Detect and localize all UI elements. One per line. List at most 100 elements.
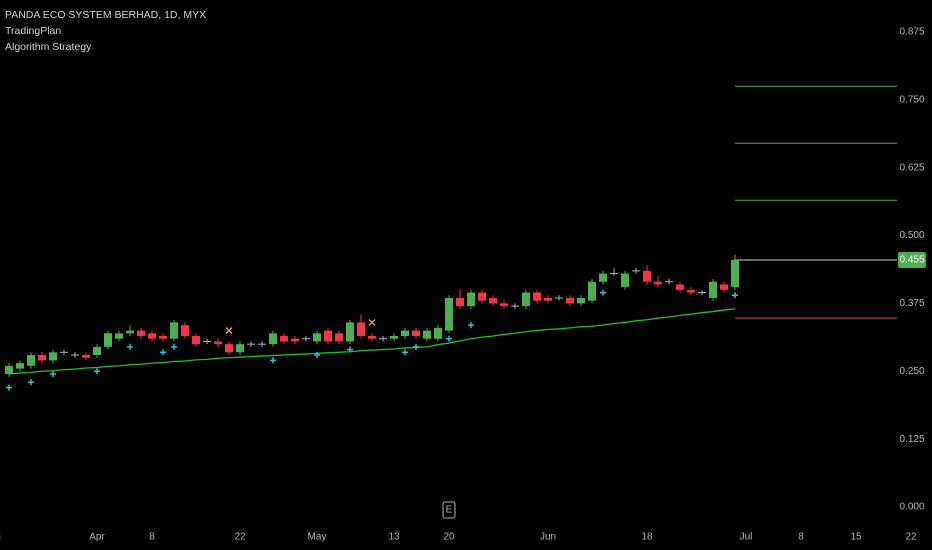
- candle-body: [159, 336, 167, 339]
- candle-body: [544, 298, 552, 301]
- y-tick-label: 0.125: [899, 434, 924, 445]
- candle-body: [236, 344, 244, 353]
- candle-body: [335, 333, 343, 342]
- candle-body: [500, 303, 508, 307]
- y-tick-label: 0.000: [899, 502, 924, 513]
- candle-body: [192, 336, 200, 345]
- candle-body: [82, 355, 90, 358]
- candle-body: [709, 281, 717, 298]
- candle-body: [225, 344, 233, 353]
- x-tick-label: 8: [0, 532, 1, 543]
- candle-body: [324, 330, 332, 342]
- x-tick-label: 20: [443, 532, 455, 543]
- candle-body: [621, 273, 629, 288]
- candle-body: [654, 281, 662, 285]
- candle-body: [731, 260, 739, 288]
- candle-body: [643, 270, 651, 282]
- indicator-name: Algorithm Strategy: [5, 41, 92, 53]
- candle-body: [401, 330, 409, 336]
- chart-title: PANDA ECO SYSTEM BERHAD, 1D, MYX: [5, 9, 206, 21]
- candle-body: [423, 330, 431, 339]
- event-label[interactable]: E: [446, 505, 453, 516]
- candle-body: [126, 330, 134, 334]
- candle-body: [599, 273, 607, 282]
- x-tick-label: 15: [850, 532, 862, 543]
- candle-body: [181, 325, 189, 336]
- candle-body: [313, 333, 321, 342]
- candle-body: [478, 292, 486, 301]
- buy-signal: [270, 357, 276, 364]
- x-tick-label: 8: [798, 532, 804, 543]
- candle-body: [445, 298, 453, 331]
- candle-body: [720, 284, 728, 290]
- candle-body: [291, 338, 299, 342]
- buy-signal: [314, 352, 320, 358]
- candle-body: [93, 346, 101, 355]
- candle-body: [522, 292, 530, 307]
- candle-body: [104, 333, 112, 347]
- buy-signal: [732, 292, 738, 299]
- buy-signal: [50, 371, 56, 377]
- buy-signal: [127, 343, 133, 350]
- x-tick-label: Jul: [740, 532, 753, 543]
- candle-body: [687, 289, 695, 293]
- buy-signal: [468, 322, 474, 329]
- candle-body: [148, 333, 156, 339]
- x-tick-label: 18: [641, 532, 653, 543]
- x-tick-label: 8: [149, 532, 155, 543]
- y-tick-label: 0.250: [899, 366, 924, 377]
- x-tick-label: 22: [905, 532, 917, 543]
- candle-body: [467, 292, 475, 307]
- candle-body: [489, 298, 497, 304]
- y-tick-label: 0.500: [899, 230, 924, 241]
- y-tick-label: 0.375: [899, 298, 924, 309]
- candle-body: [588, 281, 596, 301]
- buy-signal: [160, 349, 166, 356]
- candle-body: [214, 341, 222, 345]
- x-tick-label: May: [308, 532, 327, 543]
- buy-signal: [446, 335, 452, 342]
- x-tick-label: 22: [234, 532, 246, 543]
- buy-signal: [6, 384, 12, 391]
- candle-body: [115, 333, 123, 339]
- x-tick-label: 13: [388, 532, 400, 543]
- candle-body: [38, 355, 46, 361]
- candle-body: [566, 298, 574, 304]
- candle-body: [456, 298, 464, 307]
- candle-body: [434, 327, 442, 339]
- candle-body: [269, 333, 277, 345]
- exit-signal: [225, 327, 233, 335]
- candle-body: [412, 330, 420, 336]
- y-tick-label: 0.875: [899, 27, 924, 38]
- candle-body: [533, 292, 541, 301]
- buy-signal: [94, 368, 100, 375]
- buy-signal: [171, 343, 177, 350]
- buy-signal: [347, 346, 353, 353]
- candle-body: [346, 322, 354, 342]
- candle-body: [357, 322, 365, 336]
- indicator-name: TradingPlan: [5, 25, 61, 37]
- exit-signal: [368, 318, 376, 326]
- moving-average: [8, 308, 736, 375]
- buy-signal: [600, 289, 606, 296]
- candle-body: [49, 352, 57, 361]
- y-tick-label: 0.625: [899, 162, 924, 173]
- buy-signal: [402, 349, 408, 356]
- event-box[interactable]: [442, 501, 456, 519]
- x-tick-label: Apr: [89, 532, 105, 543]
- candle-body: [676, 284, 684, 290]
- candle-body: [137, 330, 145, 336]
- candle-body: [368, 336, 376, 339]
- y-tick-label: 0.750: [899, 94, 924, 105]
- candle-body: [170, 322, 178, 339]
- candle-body: [280, 336, 288, 342]
- last-price-box: [898, 252, 926, 268]
- buy-signal: [413, 343, 419, 350]
- candle-body: [16, 363, 24, 369]
- candle-body: [5, 365, 13, 374]
- candle-body: [27, 355, 35, 366]
- candle-body: [390, 336, 398, 339]
